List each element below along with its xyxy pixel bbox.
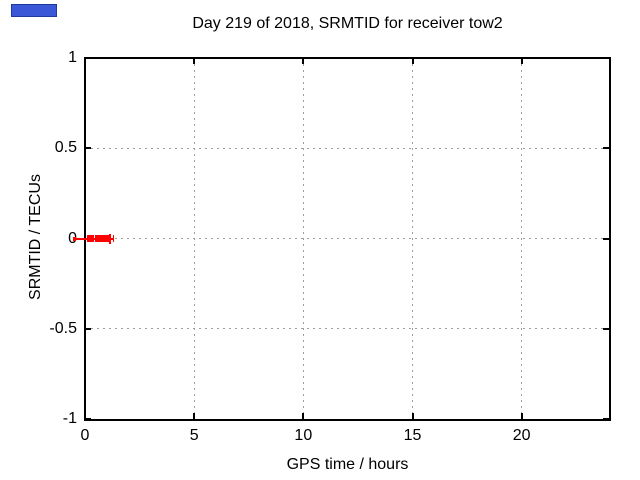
data-errorbar-mark — [86, 235, 94, 242]
tick-mark — [603, 57, 609, 59]
data-errorbar-mark — [95, 235, 110, 242]
tick-mark — [411, 58, 414, 64]
x-tick-label: 0 — [80, 427, 90, 444]
tick-mark — [193, 413, 196, 419]
gridline-horizontal — [85, 238, 609, 239]
tick-mark — [411, 413, 414, 419]
y-tick-label: -0.5 — [49, 319, 77, 337]
tick-mark — [603, 327, 609, 330]
tick-mark — [603, 418, 609, 420]
plot-border — [84, 57, 611, 421]
tick-mark — [85, 147, 91, 150]
y-tick-label: 1 — [68, 49, 77, 66]
tick-mark — [603, 147, 609, 150]
y-tick-label: -1 — [62, 410, 77, 427]
tick-mark — [84, 413, 86, 419]
blue-rectangle-marker — [11, 4, 57, 17]
tick-mark — [520, 58, 523, 64]
tick-mark — [520, 413, 523, 419]
gridline-horizontal — [85, 328, 609, 330]
data-errorbar-mark — [109, 233, 112, 244]
tick-mark — [302, 58, 305, 64]
x-tick-label: 20 — [512, 427, 531, 444]
x-tick-label: 15 — [403, 427, 422, 444]
tick-mark — [302, 413, 305, 419]
chart-title: Day 219 of 2018, SRMTID for receiver tow… — [192, 15, 503, 32]
data-errorbar-mark — [112, 235, 115, 242]
tick-mark — [193, 58, 196, 64]
tick-mark — [85, 57, 91, 59]
tick-mark — [85, 418, 91, 420]
tick-mark — [84, 58, 86, 64]
x-axis-label: GPS time / hours — [286, 456, 409, 473]
tick-mark — [85, 327, 91, 330]
x-tick-label: 5 — [189, 427, 199, 444]
data-errorbar-mark — [72, 236, 76, 241]
y-tick-label: 0 — [15, 230, 77, 248]
tick-mark — [603, 237, 609, 240]
y-tick-label: 0.5 — [54, 139, 77, 157]
x-tick-label: 10 — [294, 427, 313, 444]
gridline-horizontal — [85, 147, 609, 149]
